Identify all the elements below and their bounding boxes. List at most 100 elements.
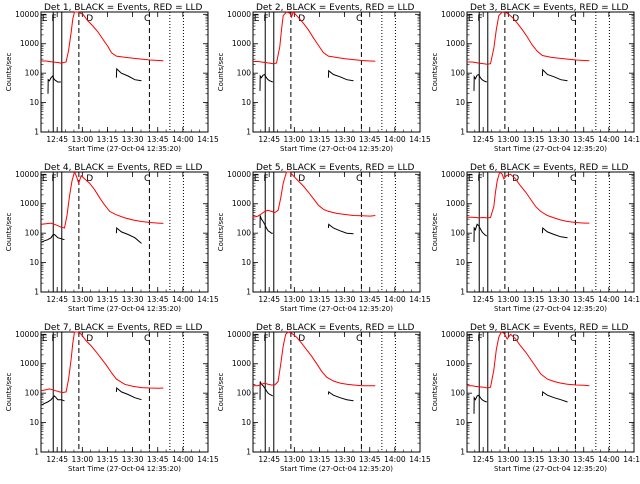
x-tick-label: 13:15: [523, 455, 545, 464]
series-line-lld: [40, 331, 164, 394]
series-line-events: [541, 226, 568, 239]
y-axis-label: Counts/sec: [217, 373, 225, 412]
chart-title: Det 7, BLACK = Events, RED = LLD: [44, 323, 203, 333]
y-tick-label: 10000: [227, 170, 251, 179]
x-tick-label: 14:00: [384, 455, 406, 464]
y-tick-label: 1000: [232, 199, 251, 208]
x-tick-label: 13:45: [147, 455, 169, 464]
detector-panel-7: Det 7, BLACK = Events, RED = LLD 1 10 100 10…: [5, 323, 219, 473]
series-line-events: [541, 390, 568, 403]
y-tick-label: 10000: [441, 170, 465, 179]
y-tick-label: 10: [455, 98, 465, 107]
segment-marker-e: E: [468, 174, 474, 184]
segment-marker-e: E: [468, 334, 474, 344]
x-tick-label: 13:00: [284, 135, 306, 144]
x-tick-label: 14:15: [197, 135, 219, 144]
segment-marker-c: C: [356, 14, 362, 24]
segment-marker-d: D: [298, 334, 305, 344]
x-tick-label: 14:00: [172, 455, 194, 464]
y-tick-label: 10: [455, 418, 465, 427]
x-tick-label: 13:30: [334, 455, 356, 464]
x-tick-label: 13:30: [122, 135, 144, 144]
x-tick-label: 13:45: [573, 135, 595, 144]
y-tick-label: 1000: [20, 359, 39, 368]
x-tick-label: 13:30: [334, 295, 356, 304]
x-axis-label: Start Time (27-Oct-04 12:35:20): [68, 305, 181, 313]
x-tick-label: 13:30: [548, 135, 570, 144]
y-tick-label: 10: [241, 258, 251, 267]
detector-panel-2: Det 2, BLACK = Events, RED = LLD 1 10 100 10…: [217, 3, 431, 153]
y-axis-label: Counts/sec: [431, 53, 439, 92]
segment-marker-f: F: [263, 334, 268, 344]
y-tick-label: 100: [25, 389, 40, 398]
y-axis-label: Counts/sec: [217, 53, 225, 92]
series-line-events: [47, 75, 61, 94]
y-tick-label: 1: [246, 448, 251, 457]
segment-marker-f: F: [51, 334, 56, 344]
series-line-lld: [467, 171, 590, 224]
detector-panel-8: Det 8, BLACK = Events, RED = LLD 1 10 100 10…: [217, 323, 431, 473]
y-tick-label: 1000: [446, 199, 465, 208]
y-tick-label: 100: [237, 229, 252, 238]
x-axis-label: Start Time (27-Oct-04 12:35:20): [494, 145, 607, 153]
x-tick-label: 14:00: [598, 135, 620, 144]
y-axis-label: Counts/sec: [431, 373, 439, 412]
segment-marker-d: D: [86, 174, 93, 184]
segment-marker-e: E: [42, 334, 48, 344]
y-tick-label: 1: [246, 288, 251, 297]
chart-title: Det 1, BLACK = Events, RED = LLD: [44, 3, 203, 13]
series-line-lld: [252, 171, 376, 218]
segment-marker-c: C: [570, 14, 576, 24]
segment-marker-f: F: [477, 334, 482, 344]
chart-title: Det 3, BLACK = Events, RED = LLD: [470, 3, 629, 13]
x-tick-label: 13:30: [334, 135, 356, 144]
y-tick-label: 1: [460, 128, 465, 137]
detector-panel-3: Det 3, BLACK = Events, RED = LLD 1 10 100 10…: [431, 3, 640, 153]
segment-marker-c: C: [356, 334, 362, 344]
x-axis-label: Start Time (27-Oct-04 12:35:20): [68, 145, 181, 153]
y-tick-label: 1: [34, 288, 39, 297]
y-tick-label: 100: [451, 229, 466, 238]
x-tick-label: 13:45: [573, 295, 595, 304]
segment-marker-f: F: [51, 174, 56, 184]
series-line-events: [41, 395, 65, 406]
detector-panel-4: Det 4, BLACK = Events, RED = LLD 1 10 100 10…: [5, 163, 219, 313]
x-tick-label: 13:15: [523, 135, 545, 144]
y-tick-label: 1000: [20, 199, 39, 208]
series-line-lld: [467, 11, 590, 65]
x-tick-label: 13:00: [72, 135, 94, 144]
x-tick-label: 12:45: [46, 295, 68, 304]
x-tick-label: 14:00: [598, 455, 620, 464]
segment-marker-e: E: [42, 14, 48, 24]
segment-marker-d: D: [86, 14, 93, 24]
segment-marker-e: E: [254, 334, 260, 344]
y-axis-label: Counts/sec: [217, 213, 225, 252]
x-tick-label: 14:15: [623, 295, 640, 304]
y-tick-label: 10: [29, 98, 39, 107]
x-tick-label: 14:15: [409, 455, 431, 464]
segment-marker-d: D: [86, 334, 93, 344]
segment-marker-e: E: [42, 174, 48, 184]
y-tick-label: 10000: [15, 10, 39, 19]
series-line-lld: [467, 331, 590, 389]
segment-marker-f: F: [477, 174, 482, 184]
series-line-events: [473, 223, 488, 243]
x-tick-label: 13:30: [548, 455, 570, 464]
x-tick-label: 12:45: [472, 455, 494, 464]
series-line-lld: [41, 11, 164, 64]
segment-marker-e: E: [468, 14, 474, 24]
x-tick-label: 14:15: [409, 135, 431, 144]
segment-marker-c: C: [144, 174, 150, 184]
x-tick-label: 13:45: [573, 455, 595, 464]
x-axis-label: Start Time (27-Oct-04 12:35:20): [280, 145, 393, 153]
series-line-lld: [40, 170, 164, 229]
x-tick-label: 13:15: [97, 455, 119, 464]
y-tick-label: 1000: [232, 39, 251, 48]
segment-marker-f: F: [477, 14, 482, 24]
x-tick-label: 13:45: [359, 455, 381, 464]
segment-marker-c: C: [144, 14, 150, 24]
x-tick-label: 13:15: [97, 295, 119, 304]
x-axis-label: Start Time (27-Oct-04 12:35:20): [494, 305, 607, 313]
segment-marker-d: D: [298, 174, 305, 184]
x-tick-label: 14:00: [172, 135, 194, 144]
